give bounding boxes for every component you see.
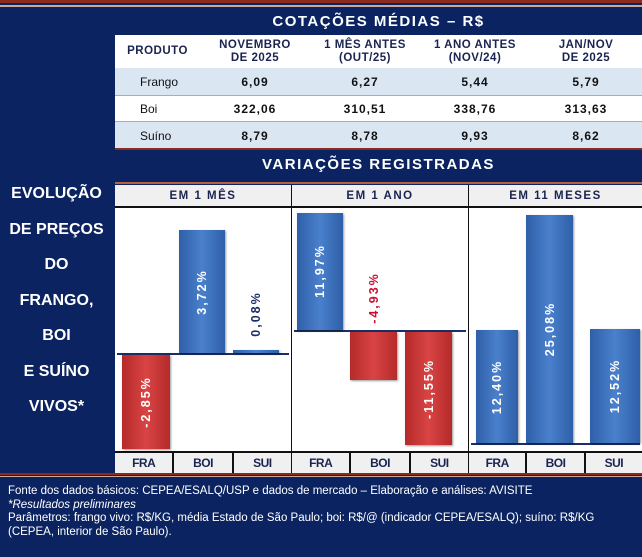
- zero-axis: [117, 353, 289, 355]
- category-label: FRA: [292, 453, 352, 473]
- data-label: 12,40%: [490, 359, 504, 414]
- source-note: Fonte dos dados básicos: CEPEA/ESALQ/USP…: [8, 485, 533, 497]
- panel-title: EM 1 MÊS: [115, 185, 291, 208]
- zero-axis: [471, 443, 640, 445]
- col-header-text: PRODUTO: [127, 45, 188, 57]
- category-axis: FRA BOI SUI: [292, 451, 468, 473]
- left-title: EVOLUÇÃO DE PREÇOS DO FRANGO, BOI E SUÍN…: [0, 8, 113, 473]
- cell: 6,09: [241, 74, 269, 89]
- col-header-text: JAN/NOV: [558, 38, 614, 51]
- bar-boi: [350, 332, 397, 381]
- category-label: BOI: [351, 453, 411, 473]
- title-line: FRANGO,: [19, 291, 94, 309]
- category-label: SUI: [430, 456, 449, 470]
- data-label: 25,08%: [542, 301, 557, 357]
- cell: 338,76: [453, 101, 497, 116]
- data-label: -4,93%: [366, 272, 381, 324]
- bar-fra: [122, 355, 170, 450]
- col-header: 1 ANO ANTES (NOV/24): [420, 39, 530, 65]
- col-header-text: 1 ANO ANTES: [434, 38, 516, 51]
- col-header: NOVEMBRO DE 2025: [200, 39, 310, 65]
- title-line: DO: [44, 256, 69, 274]
- data-label: -11,55%: [421, 358, 436, 419]
- data-label: -2,85%: [139, 376, 153, 428]
- bar-sui: [405, 332, 452, 446]
- cell: 6,27: [351, 74, 379, 89]
- title-line: VIVOS*: [28, 398, 85, 416]
- col-header-text: DE 2025: [230, 51, 280, 64]
- title-line: BOI: [42, 327, 71, 345]
- bar-fra: [476, 330, 518, 443]
- col-header-text: (NOV/24): [448, 51, 502, 64]
- col-header: 1 MÊS ANTES (OUT/25): [310, 39, 420, 65]
- chart-title: VARIAÇÕES REGISTRADAS: [115, 150, 642, 183]
- preliminary-note: *Resultados preliminares: [8, 498, 136, 511]
- parameters-note: Parâmetros: frango vivo: R$/KG, média Es…: [8, 512, 595, 538]
- bar-sui: [590, 329, 640, 443]
- zero-axis: [294, 330, 466, 332]
- chart-panel: EM 11 MESES 12,40% 25,08% 12,52% FRA BOI SUI: [469, 185, 642, 473]
- data-label: 12,52%: [608, 358, 622, 414]
- col-header: PRODUTO: [115, 45, 200, 58]
- table-row: Frango 6,09 6,27 5,44 5,79: [115, 68, 642, 95]
- footer-notes: Fonte dos dados básicos: CEPEA/ESALQ/USP…: [0, 479, 642, 557]
- table-header-row: PRODUTO NOVEMBRO DE 2025 1 MÊS ANTES (OUT/…: [115, 35, 642, 68]
- table-row: Boi 322,06 310,51 338,76 313,63: [115, 95, 642, 122]
- table-row: Suíno 8,79 8,78 9,93 8,62: [115, 122, 642, 149]
- table-title: COTAÇÕES MÉDIAS – R$: [115, 8, 642, 35]
- chart-panel: EM 1 ANO 11,97% -4,93% -11,55% FRA BOI SUI: [292, 185, 470, 473]
- title-line: EVOLUÇÃO: [11, 185, 102, 203]
- category-axis: FRA BOI SUI: [115, 451, 291, 473]
- category-axis: FRA BOI SUI: [469, 451, 642, 473]
- chart-panel: EM 1 MÊS -2,85% 3,72% 0,08% FRA BOI SUI: [115, 185, 293, 473]
- data-label: 11,97%: [313, 244, 327, 299]
- col-header-text: NOVEMBRO: [219, 38, 291, 51]
- cell: 313,63: [564, 101, 608, 116]
- category-label: SUI: [253, 456, 272, 470]
- cell: 310,51: [343, 101, 387, 116]
- cell: 8,62: [572, 128, 600, 143]
- prices-table: PRODUTO NOVEMBRO DE 2025 1 MÊS ANTES (OUT/…: [115, 35, 642, 149]
- bar-boi: [526, 214, 573, 443]
- title-line: DE PREÇOS: [9, 220, 104, 238]
- cell: 5,79: [572, 74, 600, 89]
- cell: Boi: [140, 101, 158, 116]
- bar-boi: [179, 230, 225, 353]
- category-label: FRA: [469, 453, 528, 473]
- cell: 9,93: [461, 128, 489, 143]
- cell: 5,44: [461, 74, 489, 89]
- category-label: BOI: [174, 453, 234, 473]
- cell: Suíno: [140, 128, 172, 143]
- cell: Frango: [140, 74, 179, 89]
- bar-fra: [297, 212, 343, 330]
- panel-title: EM 1 ANO: [292, 185, 468, 208]
- panel-title: EM 11 MESES: [469, 185, 642, 208]
- category-label: FRA: [115, 453, 175, 473]
- title-line: E SUÍNO: [23, 362, 90, 380]
- col-header: JAN/NOV DE 2025: [530, 39, 642, 65]
- category-label: BOI: [527, 453, 586, 473]
- bar-sui: [233, 350, 279, 353]
- cell: 8,78: [351, 128, 379, 143]
- col-header-text: 1 MÊS ANTES: [324, 38, 406, 51]
- col-header-text: DE 2025: [561, 51, 611, 64]
- data-label: 0,08%: [249, 291, 263, 337]
- col-header-text: (OUT/25): [339, 51, 391, 64]
- category-label: SUI: [604, 456, 624, 470]
- data-label: 3,72%: [195, 268, 209, 315]
- cell: 322,06: [233, 101, 277, 116]
- cell: 8,79: [241, 128, 269, 143]
